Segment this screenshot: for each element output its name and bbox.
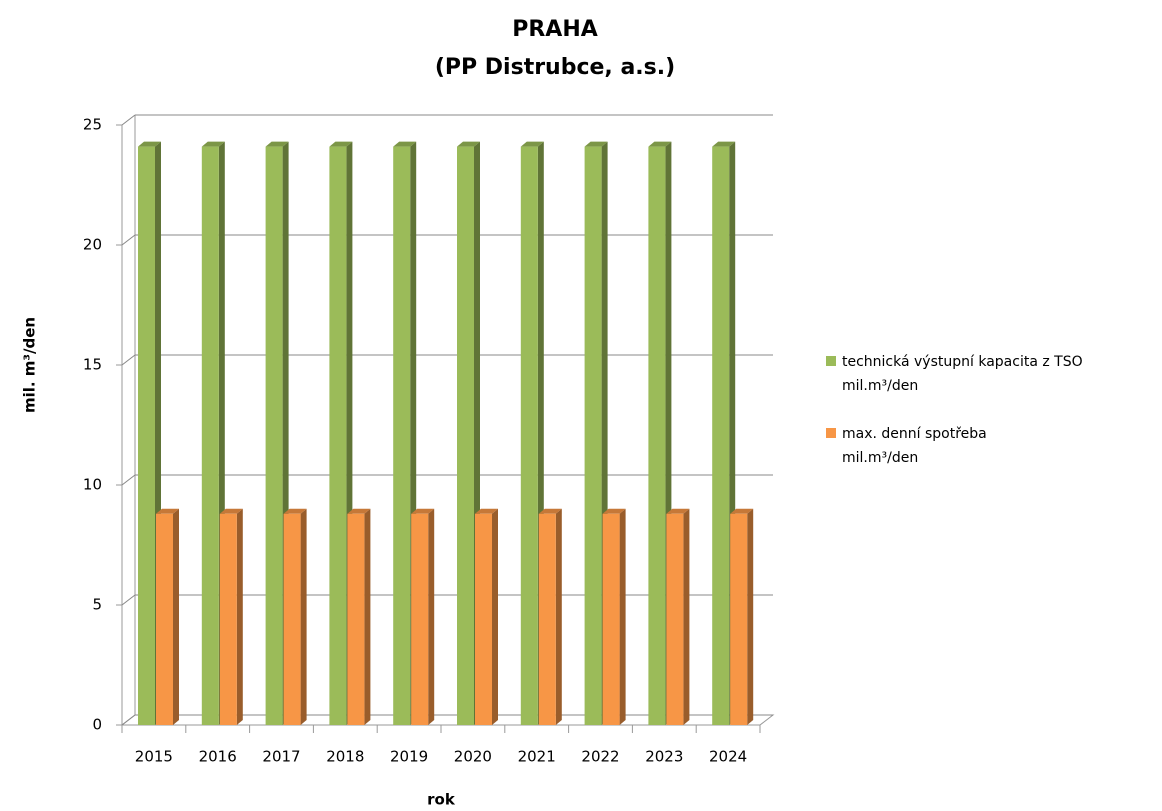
- x-tick-label: 2017: [262, 748, 300, 766]
- x-tick-label: 2020: [454, 748, 492, 766]
- grid-diagonal: [121, 594, 136, 606]
- bar: [712, 146, 730, 726]
- y-axis-title: mil. m³/den: [21, 317, 39, 413]
- legend-swatch: [826, 428, 836, 438]
- bar-top: [201, 141, 225, 147]
- bar: [201, 146, 219, 726]
- x-axis-title: rok: [427, 791, 456, 809]
- bar-top: [411, 508, 435, 514]
- x-tick-label: 2022: [581, 748, 619, 766]
- bar: [602, 513, 620, 725]
- bar: [520, 146, 538, 726]
- bar: [457, 146, 474, 726]
- bar-top: [329, 141, 353, 147]
- bar-side: [236, 508, 243, 725]
- bar: [156, 513, 173, 725]
- bar-top: [584, 141, 608, 147]
- bar-top: [219, 508, 243, 514]
- x-tick-label: 2019: [390, 748, 428, 766]
- x-tick-label: 2018: [326, 748, 364, 766]
- bar-top: [648, 141, 672, 147]
- grid-diagonal: [121, 114, 136, 126]
- bar: [219, 513, 237, 725]
- bar-top: [520, 141, 544, 147]
- bar-top: [138, 141, 161, 147]
- bar-top: [712, 141, 736, 147]
- bar: [666, 513, 684, 725]
- bar: [138, 146, 155, 726]
- bar-top: [457, 141, 480, 147]
- bar-top: [538, 508, 562, 514]
- bar-top: [347, 508, 371, 514]
- bar: [265, 146, 283, 726]
- grid-diagonal: [121, 474, 136, 486]
- bar-side: [428, 508, 435, 725]
- bar-top: [283, 508, 307, 514]
- chart-subtitle: (PP Distrubce, a.s.): [435, 55, 675, 80]
- grid-diagonal: [121, 234, 136, 246]
- y-tick-label: 15: [83, 356, 102, 374]
- bar-top: [475, 508, 498, 514]
- y-tick-label: 10: [83, 476, 102, 494]
- bar: [475, 513, 492, 725]
- bar-side: [173, 508, 179, 725]
- bar-side: [364, 508, 371, 725]
- y-tick-label: 5: [92, 596, 102, 614]
- bar-side: [747, 508, 754, 725]
- bar: [648, 146, 666, 726]
- bar-top: [393, 141, 417, 147]
- bar-side: [492, 508, 498, 725]
- y-tick-label: 20: [83, 236, 102, 254]
- bar: [329, 146, 347, 726]
- legend-item: max. denní spotřeba mil.m³/den: [826, 422, 1156, 470]
- bar: [584, 146, 602, 726]
- bar: [347, 513, 365, 725]
- y-tick-label: 25: [83, 116, 102, 134]
- bar-top: [156, 508, 179, 514]
- x-tick-label: 2024: [709, 748, 747, 766]
- x-tick-label: 2015: [135, 748, 173, 766]
- bar-side: [683, 508, 690, 725]
- legend-item: technická výstupní kapacita z TSO mil.m³/…: [826, 350, 1156, 398]
- chart-title: PRAHA: [512, 17, 598, 42]
- x-tick-label: 2021: [518, 748, 556, 766]
- bar: [538, 513, 556, 725]
- legend-label: technická výstupní kapacita z TSO mil.m³/…: [842, 354, 1083, 394]
- bar-side: [555, 508, 562, 725]
- x-tick-label: 2023: [645, 748, 683, 766]
- bar-top: [602, 508, 626, 514]
- y-tick-label: 0: [92, 716, 102, 734]
- bar: [393, 146, 411, 726]
- bar-side: [619, 508, 626, 725]
- bar: [411, 513, 429, 725]
- legend-swatch: [826, 356, 836, 366]
- bar-top: [265, 141, 289, 147]
- legend-label: max. denní spotřeba mil.m³/den: [842, 426, 987, 466]
- grid-diagonal: [121, 354, 136, 366]
- bar-side: [300, 508, 307, 725]
- bar: [283, 513, 301, 725]
- grid-diagonal: [121, 714, 136, 726]
- bar: [730, 513, 748, 725]
- bar-top: [730, 508, 754, 514]
- bar-top: [666, 508, 690, 514]
- x-tick-label: 2016: [199, 748, 237, 766]
